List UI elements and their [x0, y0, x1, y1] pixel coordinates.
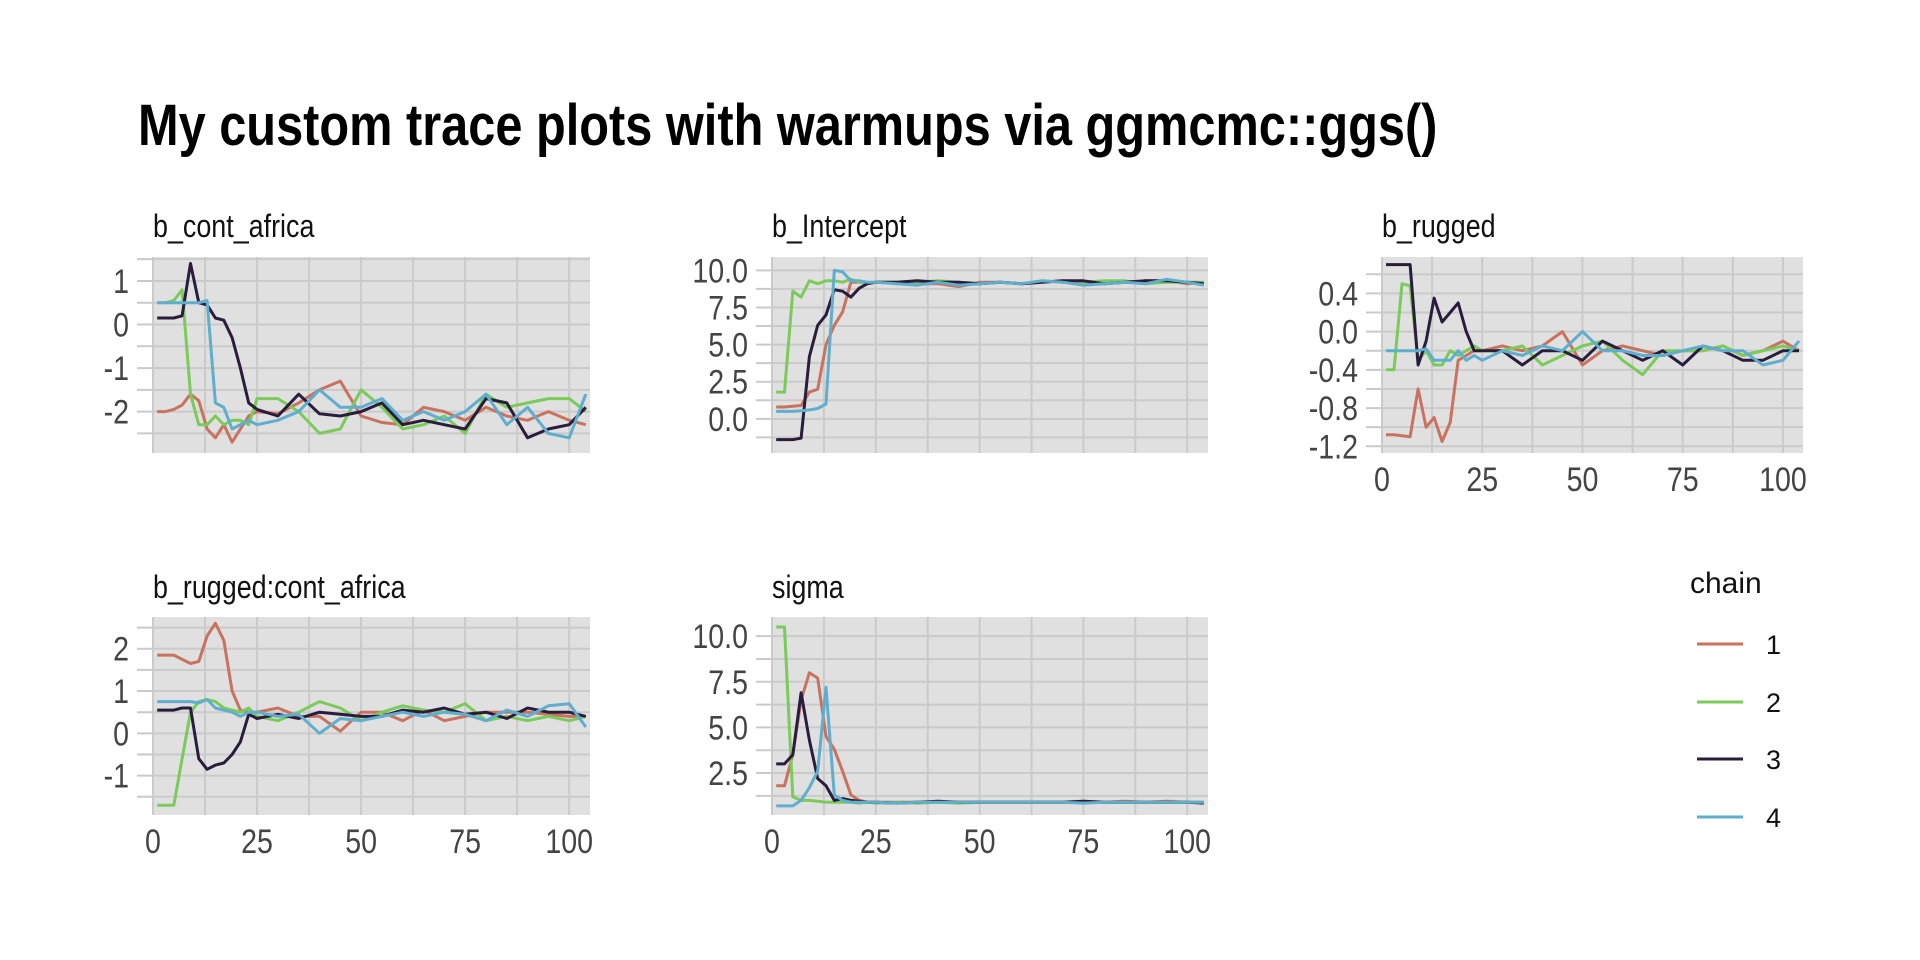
x-tick-label: 0	[145, 823, 161, 861]
y-tick-label: 0.0	[1318, 314, 1358, 352]
y-tick-label: -1	[104, 350, 129, 388]
y-tick-label: 2.5	[708, 755, 748, 793]
y-tick-label: 0.0	[708, 401, 748, 439]
legend-label: 3	[1766, 745, 1781, 775]
trace-line-chain-2	[157, 698, 587, 807]
y-tick-label: 7.5	[708, 664, 748, 702]
figure-title: My custom trace plots with warmups via g…	[138, 93, 1437, 158]
panel-background	[772, 617, 1208, 815]
legend-label: 2	[1766, 688, 1781, 718]
panel-strip-title: b_rugged	[1382, 208, 1496, 244]
x-tick-label: 50	[964, 823, 996, 861]
legend: chain 1 2 3 4	[1690, 567, 1781, 833]
legend-label: 4	[1766, 803, 1781, 833]
trace-line-chain-2	[1386, 282, 1800, 377]
x-tick-label: 100	[545, 823, 593, 861]
panel-strip-title: sigma	[772, 569, 844, 605]
x-tick-label: 25	[1466, 461, 1498, 499]
panel-background	[153, 257, 590, 453]
y-tick-label: 1	[113, 263, 129, 301]
x-tick-label: 0	[764, 823, 780, 861]
trace-line-chain-3	[157, 262, 587, 440]
x-tick-label: 100	[1163, 823, 1211, 861]
y-tick-label: -2	[104, 394, 129, 432]
y-tick-label: 10.0	[692, 618, 748, 656]
panel-b-rugged-cont-africa: b_rugged:cont_africa 2 1 0 -1 0 25 50 75 100	[104, 569, 593, 861]
trace-line-chain-4	[157, 698, 588, 735]
legend-label: 1	[1766, 630, 1781, 660]
x-tick-label: 75	[449, 823, 481, 861]
y-tick-label: 7.5	[708, 289, 748, 327]
legend-item: 1	[1697, 630, 1781, 660]
trace-line-chain-1	[157, 379, 587, 444]
y-tick-label: -0.4	[1309, 352, 1358, 390]
x-tick-label: 50	[345, 823, 377, 861]
y-tick-label: 2	[113, 631, 129, 669]
x-tick-label: 75	[1667, 461, 1699, 499]
x-tick-label: 75	[1068, 823, 1100, 861]
y-tick-label: 0	[113, 307, 129, 345]
x-tick-label: 0	[1374, 461, 1390, 499]
panel-sigma: sigma 10.0 7.5 5.0 2.5 0 25 50 75 100	[692, 569, 1211, 861]
panel-b-cont-africa: b_cont_africa 1 0 -1 -2	[104, 208, 590, 453]
y-tick-label: 0	[113, 715, 129, 753]
y-tick-label: 10.0	[692, 252, 748, 290]
panel-background	[772, 257, 1208, 453]
y-tick-label: 1	[113, 673, 129, 711]
legend-item: 4	[1697, 803, 1781, 833]
panel-b-intercept: b_Intercept 10.07.55.02.50.0	[692, 208, 1208, 453]
trace-line-chain-4	[157, 299, 588, 440]
panel-b-rugged: b_rugged 0.40.0-0.4-0.8-1.2 0 25 50 75 100	[1309, 208, 1807, 499]
y-tick-label: 5.0	[708, 327, 748, 365]
y-tick-label: 0.4	[1318, 275, 1358, 313]
panel-strip-title: b_Intercept	[772, 208, 907, 244]
trace-line-chain-4	[1386, 330, 1801, 367]
panel-strip-title: b_rugged:cont_africa	[153, 569, 406, 605]
trace-line-chain-1	[157, 621, 586, 733]
y-tick-label: -1.2	[1309, 428, 1358, 466]
x-tick-label: 25	[241, 823, 273, 861]
y-tick-label: -0.8	[1309, 390, 1358, 428]
y-tick-label: 5.0	[708, 709, 748, 747]
legend-item: 3	[1697, 745, 1781, 775]
x-tick-label: 100	[1759, 461, 1807, 499]
x-tick-label: 25	[860, 823, 892, 861]
trace-line-chain-4	[776, 685, 1204, 808]
x-tick-label: 50	[1567, 461, 1599, 499]
y-tick-label: 2.5	[708, 364, 748, 402]
panel-strip-title: b_cont_africa	[153, 208, 315, 244]
legend-title: chain	[1690, 567, 1762, 600]
y-tick-label: -1	[104, 758, 129, 796]
legend-item: 2	[1697, 688, 1781, 718]
trace-line-chain-4	[776, 268, 1205, 413]
trace-line-chain-3	[157, 706, 587, 771]
